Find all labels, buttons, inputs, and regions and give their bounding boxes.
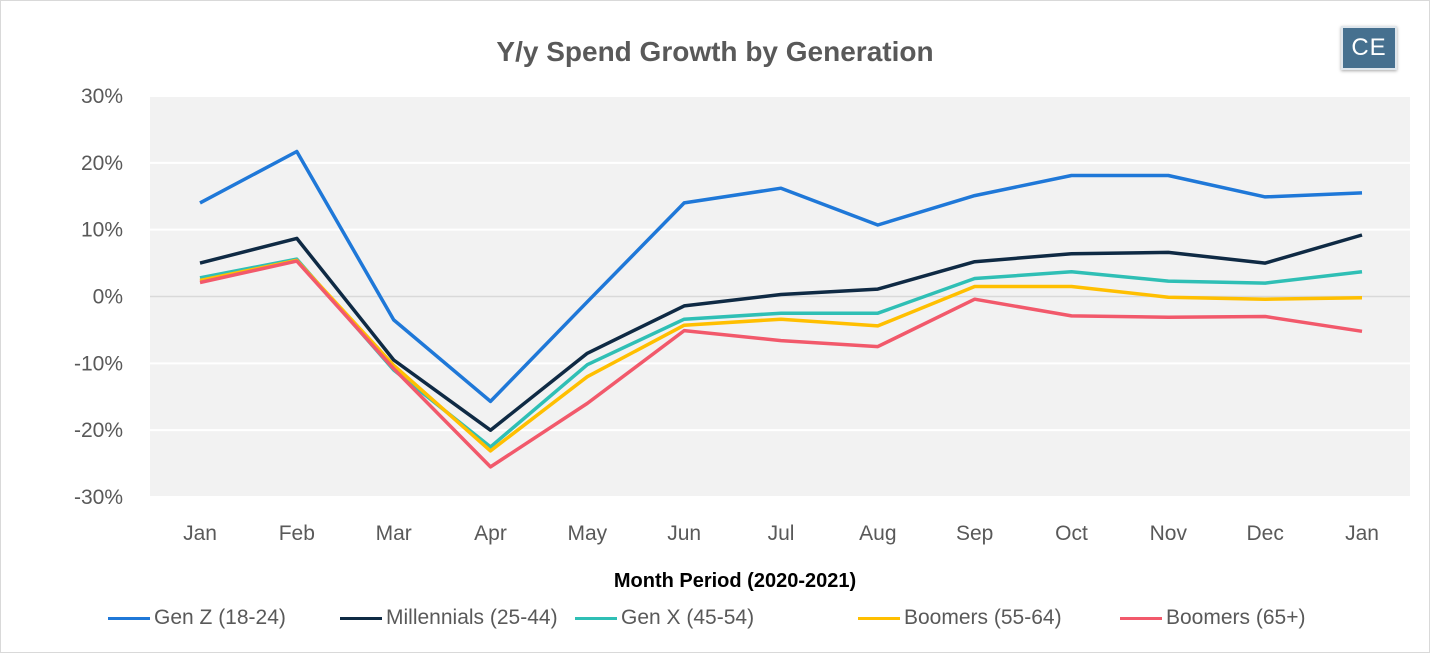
x-tick-label: Dec	[1246, 522, 1283, 545]
x-tick-label: Nov	[1150, 522, 1188, 545]
legend-swatch	[340, 616, 382, 620]
x-tick-label: May	[567, 522, 607, 545]
y-tick-label: 10%	[81, 219, 123, 242]
y-tick-label: -20%	[74, 419, 123, 442]
x-tick-label: Jan	[1345, 522, 1379, 545]
x-tick-label: Jan	[183, 522, 217, 545]
y-tick-label: 0%	[93, 286, 123, 309]
x-tick-label: Oct	[1055, 522, 1088, 545]
y-tick-label: -30%	[74, 486, 123, 509]
line-chart: 30%20%10%0%-10%-20%-30% Jan Feb Mar Apr May J…	[74, 85, 1410, 592]
y-tick-label: -10%	[74, 352, 123, 375]
legend-label: Millennials (25-44)	[386, 606, 558, 629]
legend-label: Boomers (65+)	[1166, 606, 1306, 629]
x-tick-label: Jun	[667, 522, 701, 545]
x-axis-ticks: Jan Feb Mar Apr May Jun Jul Aug Sep Oct Nov Dec Jan	[183, 522, 1379, 545]
y-tick-label: 30%	[81, 85, 123, 108]
legend-label: Boomers (55-64)	[904, 606, 1062, 629]
x-tick-label: Aug	[859, 522, 896, 545]
series-line-4	[199, 258, 1363, 453]
legend-item: Boomers (55-64)	[858, 603, 1062, 633]
legend-swatch	[1120, 616, 1162, 620]
x-tick-label: Mar	[376, 522, 412, 545]
series-line-5	[199, 259, 1363, 469]
legend-item: Gen Z (18-24)	[108, 603, 286, 633]
legend-swatch	[108, 616, 150, 620]
y-tick-label: 20%	[81, 152, 123, 175]
legend: Gen Z (18-24) Millennials (25-44) Gen X (4…	[0, 603, 1430, 633]
legend-item: Millennials (25-44)	[340, 603, 558, 633]
series-lines	[199, 149, 1363, 469]
series-line-1	[199, 149, 1363, 404]
legend-label: Gen Z (18-24)	[154, 606, 286, 629]
x-tick-label: Jul	[768, 522, 795, 545]
x-tick-label: Sep	[956, 522, 993, 545]
legend-item: Gen X (45-54)	[575, 603, 754, 633]
ce-logo: CE	[1341, 26, 1397, 70]
legend-label: Gen X (45-54)	[621, 606, 755, 629]
legend-swatch	[858, 616, 900, 620]
legend-swatch	[575, 616, 617, 620]
series-line-2	[199, 233, 1363, 432]
x-axis-title: Month Period (2020-2021)	[614, 570, 856, 592]
x-tick-label: Apr	[474, 522, 507, 545]
x-tick-label: Feb	[279, 522, 315, 545]
legend-item: Boomers (65+)	[1120, 603, 1305, 633]
chart-title: Y/y Spend Growth by Generation	[496, 36, 934, 67]
y-axis-ticks: 30% 20% 10% 0% -10% -20% -30%	[74, 85, 123, 509]
